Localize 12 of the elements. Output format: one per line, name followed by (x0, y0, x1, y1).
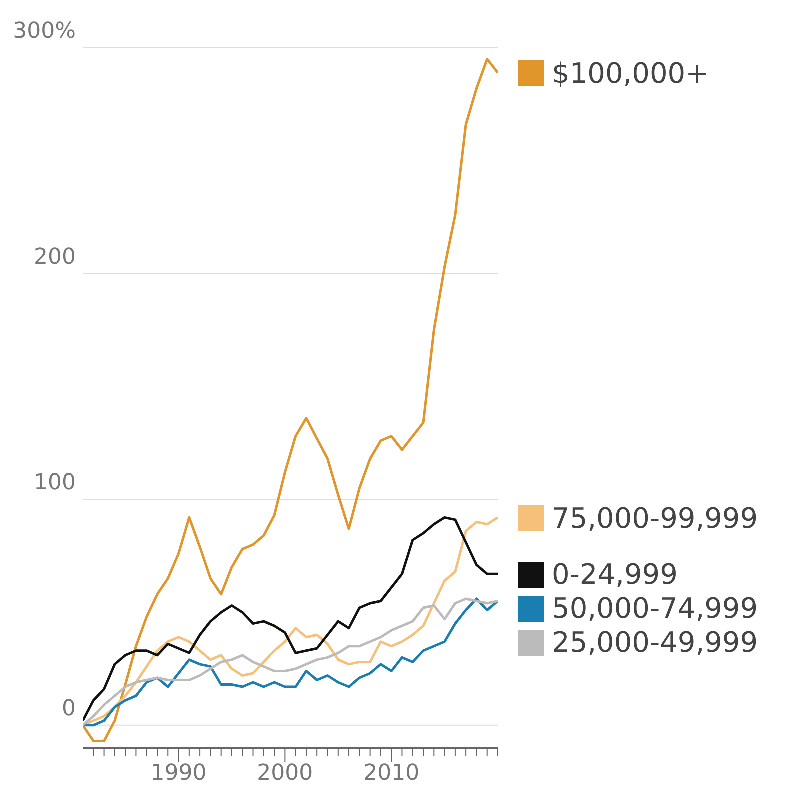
y-tick-label: 200 (34, 244, 76, 270)
x-tick-label: 1990 (150, 761, 207, 786)
x-tick-label: 2010 (364, 761, 420, 786)
legend-label: 0-24,999 (552, 558, 678, 592)
y-tick-label: 300% (13, 19, 76, 44)
legend-label: 25,000-49,999 (552, 626, 758, 660)
y-tick-label: 100 (34, 470, 76, 496)
legend-label: $100,000+ (552, 56, 710, 90)
y-tick-label: 0 (62, 696, 76, 722)
x-tick-label: 2000 (257, 761, 314, 786)
legend-label: 50,000-74,999 (552, 592, 758, 626)
legend-label: 75,000-99,999 (552, 502, 758, 535)
